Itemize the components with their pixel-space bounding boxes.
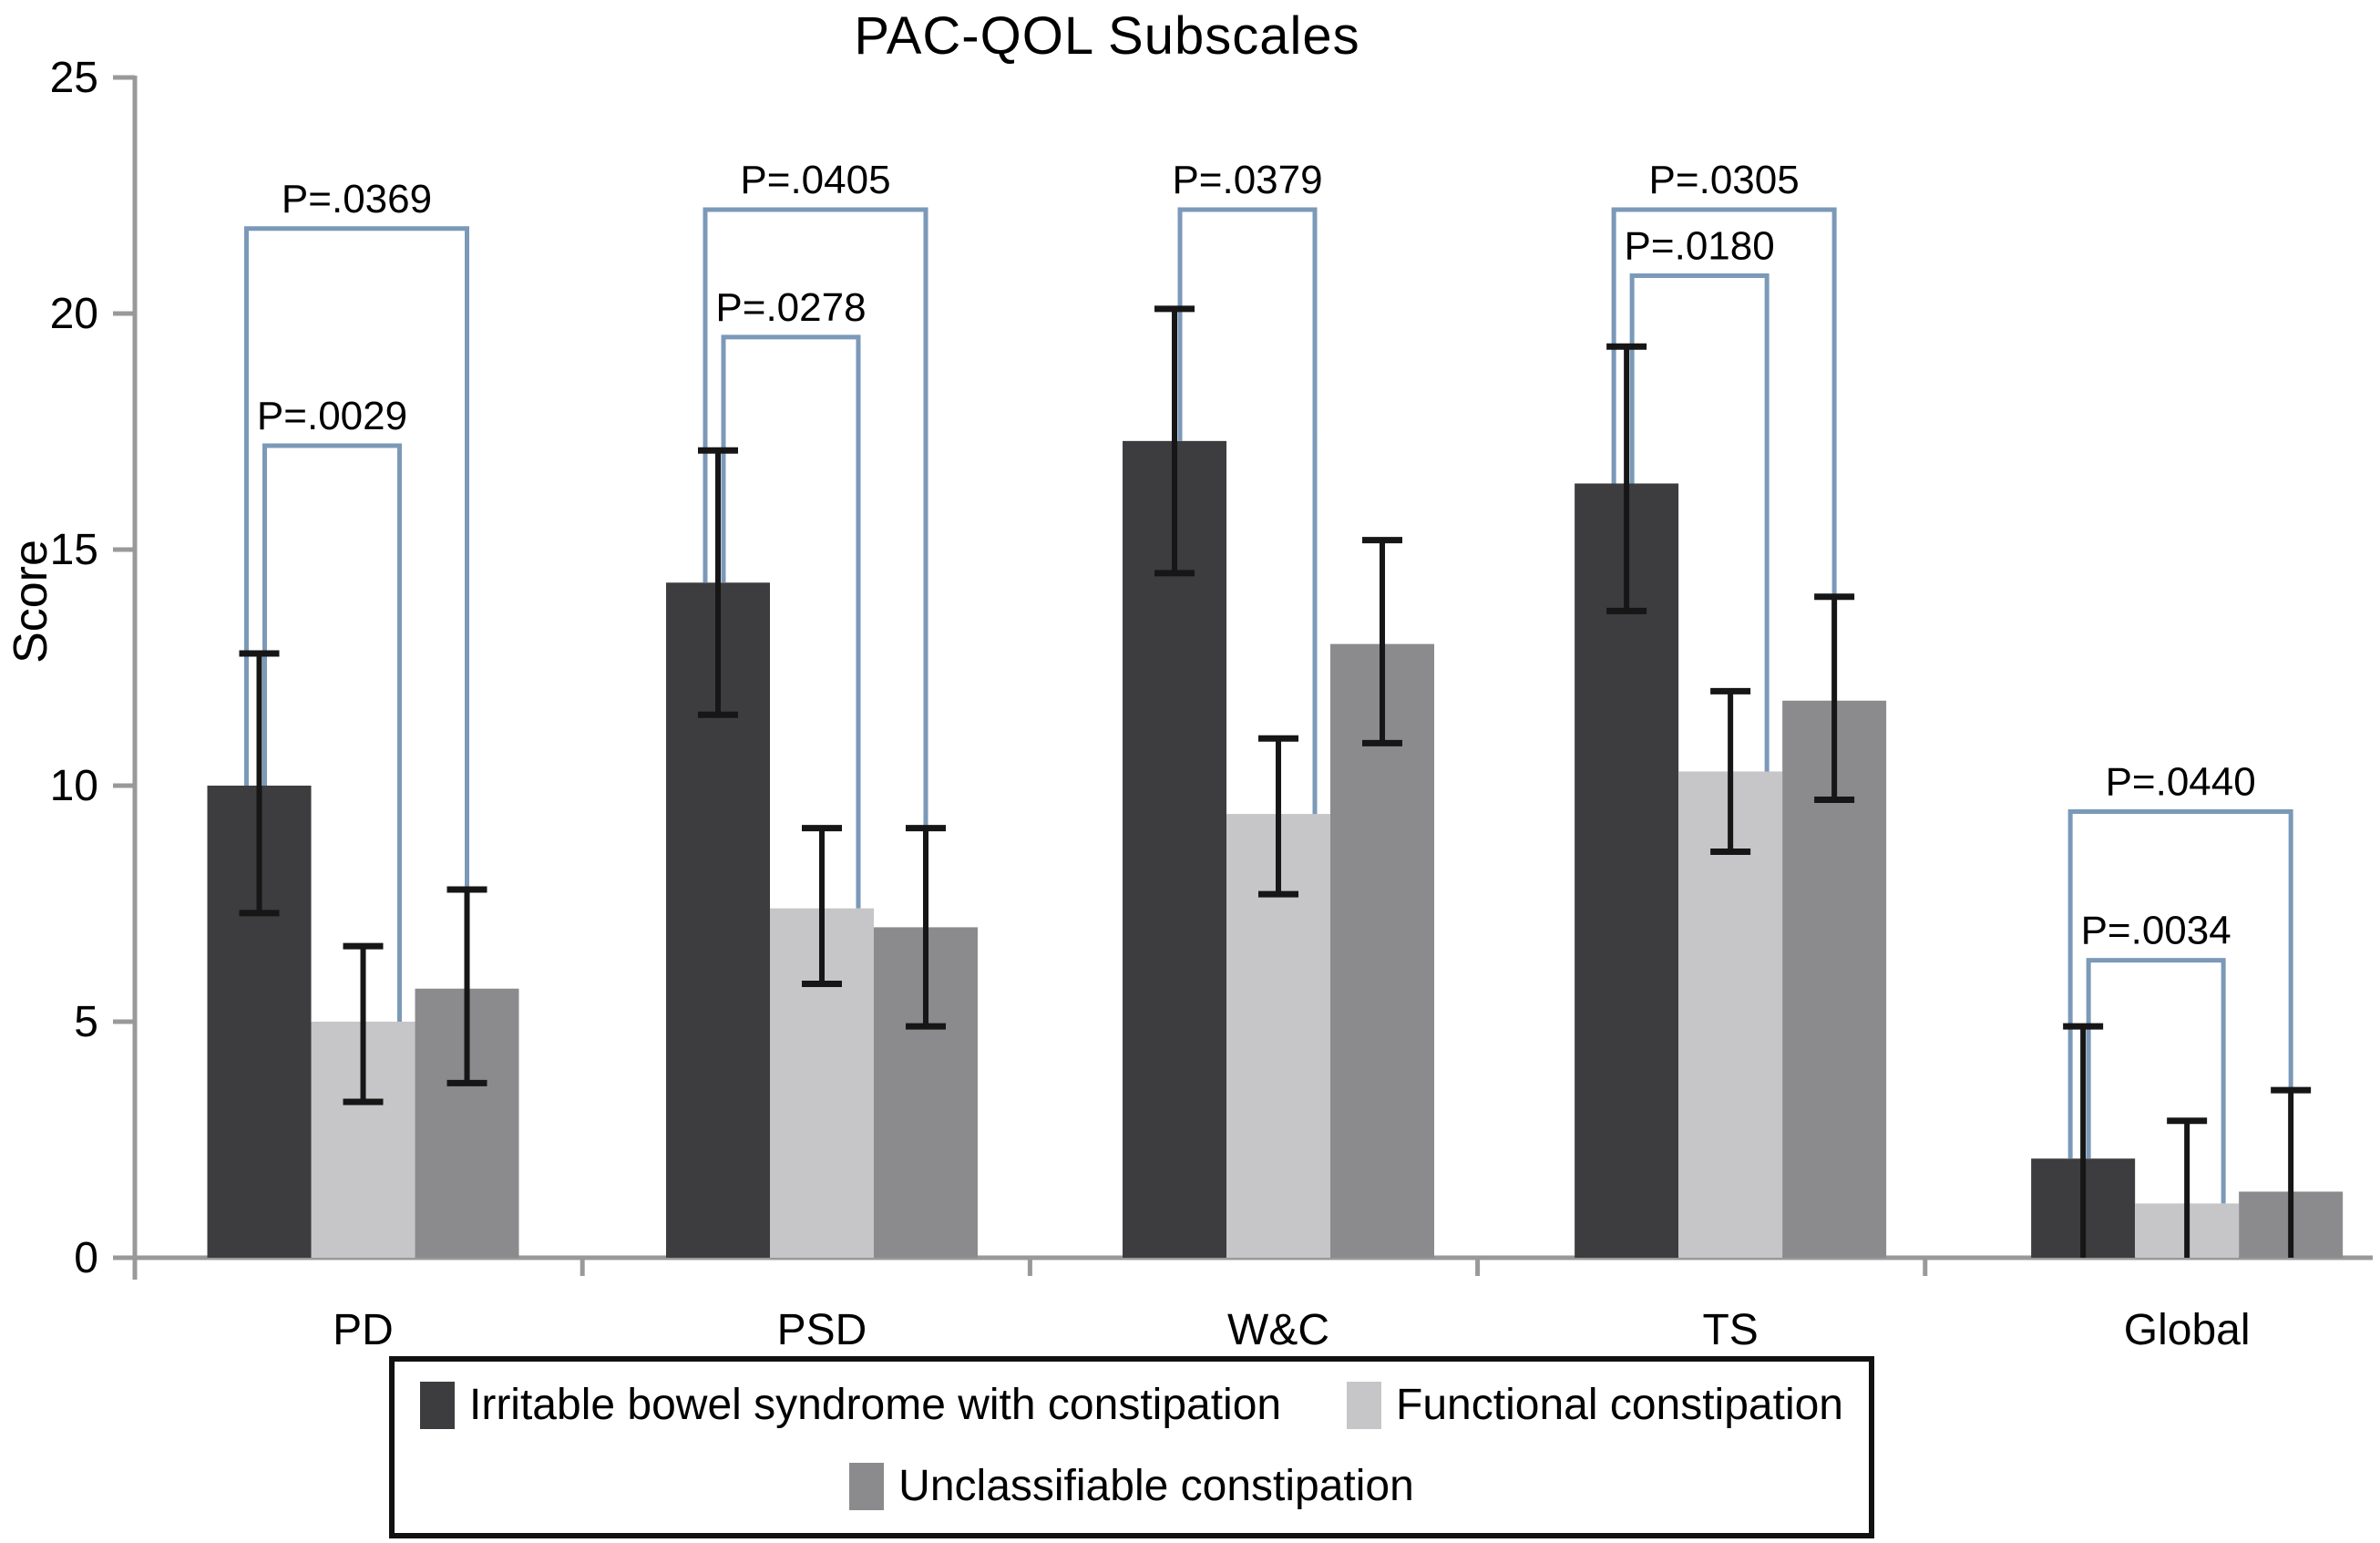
sig-label-W&C: P=.0379 [1172, 158, 1322, 202]
y-tick-label: 5 [74, 998, 98, 1046]
legend-label-unclassifiable: Unclassifiable constipation [898, 1462, 1414, 1510]
sig-bracket-PSD-P=.0405 [703, 207, 928, 928]
y-tick-label: 0 [74, 1234, 98, 1282]
x-category-label-PSD: PSD [777, 1306, 867, 1354]
legend-row-1: Irritable bowel syndrome with constipati… [420, 1380, 1843, 1430]
x-category-label-TS: TS [1702, 1306, 1758, 1354]
legend-label-ibsc: Irritable bowel syndrome with constipati… [469, 1381, 1282, 1429]
sig-label-PSD: P=.0278 [715, 285, 866, 330]
sig-bracket-PD-P=.0369 [244, 226, 470, 989]
legend-row-2: Unclassifiable constipation [420, 1461, 1843, 1511]
x-category-label-PD: PD [333, 1306, 394, 1354]
sig-label-Global: P=.0034 [2081, 909, 2231, 953]
sig-label-TS: P=.0180 [1625, 224, 1775, 269]
sig-label-TS: P=.0305 [1649, 158, 1800, 202]
sig-bracket-PSD-P=.0278 [721, 334, 861, 909]
legend-swatch-ibsc [420, 1381, 455, 1429]
y-tick-label: 10 [50, 762, 98, 810]
legend-item-unclassifiable: Unclassifiable constipation [849, 1461, 1414, 1511]
sig-bracket-W&C-P=.0379 [1177, 207, 1318, 815]
sig-bracket-PD-P=.0029 [262, 443, 403, 1022]
sig-label-Global: P=.0440 [2106, 759, 2256, 804]
legend: Irritable bowel syndrome with constipati… [389, 1356, 1874, 1538]
y-tick-label: 20 [50, 290, 98, 338]
sig-bracket-TS-P=.0180 [1629, 273, 1770, 772]
bar-W&C-series0 [1123, 440, 1227, 1258]
sig-bracket-Global-P=.0440 [2067, 808, 2293, 1192]
y-tick-label: 25 [50, 54, 98, 102]
sig-label-PD: P=.0369 [282, 177, 432, 221]
legend-item-ibsc: Irritable bowel syndrome with constipati… [420, 1380, 1281, 1430]
legend-label-functional: Functional constipation [1396, 1381, 1843, 1429]
y-tick-label: 15 [50, 526, 98, 574]
x-category-label-W&C: W&C [1227, 1306, 1329, 1354]
x-category-label-Global: Global [2124, 1306, 2251, 1354]
legend-item-functional: Functional constipation [1347, 1380, 1843, 1430]
sig-label-PSD: P=.0405 [740, 158, 890, 202]
sig-bracket-Global-P=.0034 [2086, 958, 2226, 1204]
legend-swatch-unclassifiable [849, 1462, 885, 1510]
chart-title: PAC-QOL Subscales [854, 6, 1360, 66]
sig-label-PD: P=.0029 [257, 394, 407, 438]
legend-swatch-functional [1347, 1381, 1382, 1429]
